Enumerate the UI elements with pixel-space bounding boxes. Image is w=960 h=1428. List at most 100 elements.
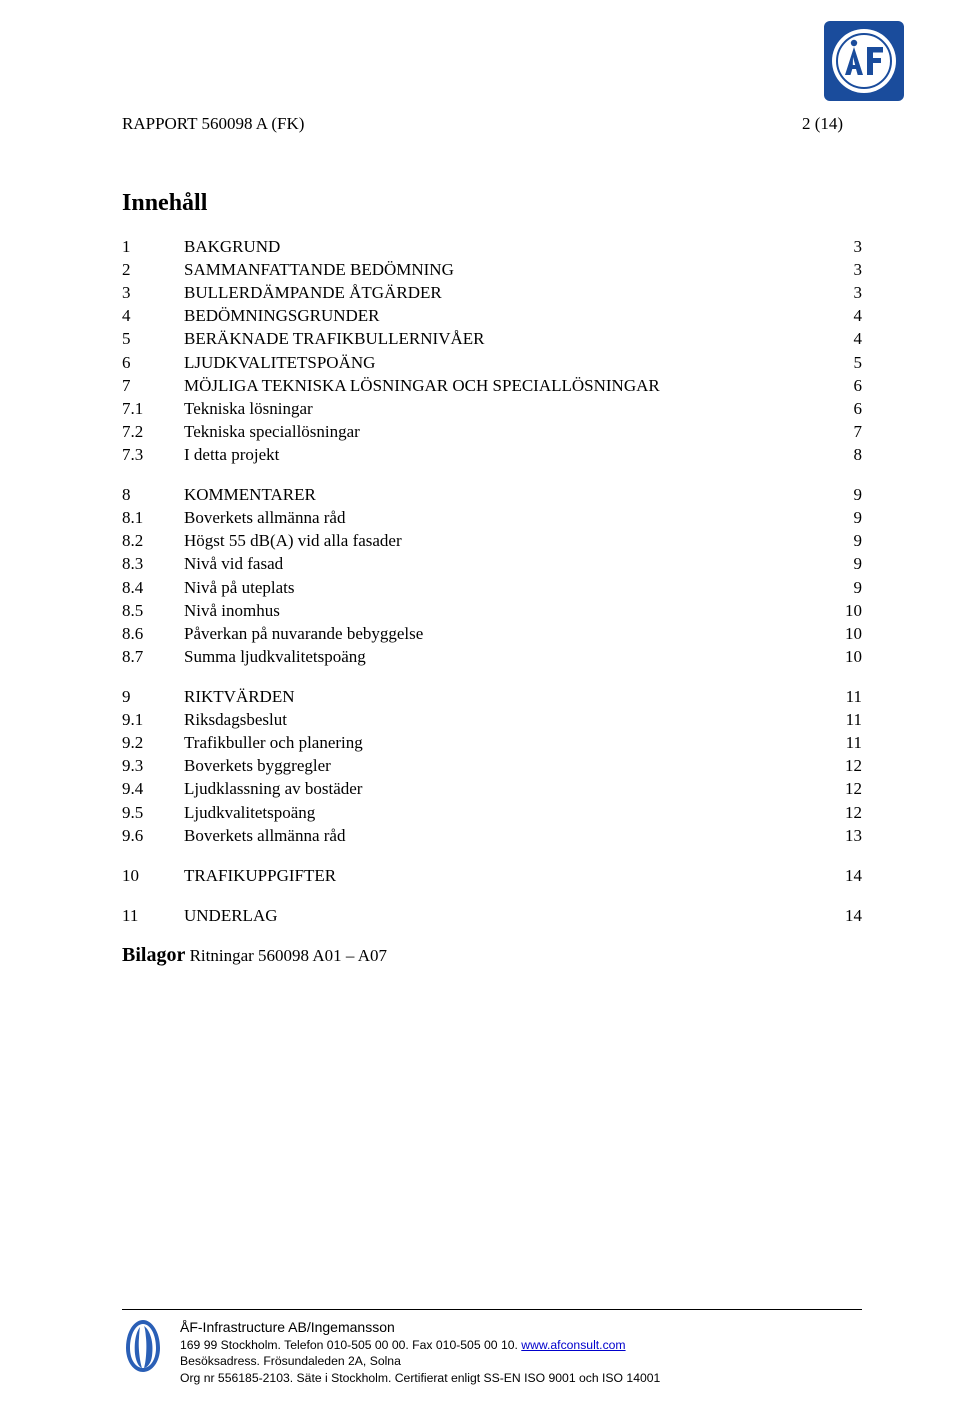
toc-label: Nivå på uteplats <box>184 576 822 599</box>
toc-number: 7 <box>122 374 184 397</box>
report-number: RAPPORT 560098 A (FK) <box>122 114 802 134</box>
toc-row: 9.6Boverkets allmänna råd13 <box>122 824 862 847</box>
toc-row: 9.1Riksdagsbeslut11 <box>122 708 862 731</box>
bilagor-line: Bilagor Ritningar 560098 A01 – A07 <box>122 944 862 967</box>
toc-row: 7.1Tekniska lösningar6 <box>122 397 862 420</box>
page-indicator: 2 (14) <box>802 114 862 134</box>
toc-page: 14 <box>822 904 862 927</box>
toc-number: 9.3 <box>122 754 184 777</box>
toc-row: 9.3Boverkets byggregler12 <box>122 754 862 777</box>
toc-number: 9.6 <box>122 824 184 847</box>
toc-block: 1BAKGRUND32SAMMANFATTANDE BEDÖMNING33BUL… <box>122 235 862 466</box>
toc-page: 12 <box>822 777 862 800</box>
toc-page: 7 <box>822 420 862 443</box>
footer-line-1: 169 99 Stockholm. Telefon 010-505 00 00.… <box>180 1337 660 1353</box>
toc-row: 9RIKTVÄRDEN11 <box>122 685 862 708</box>
toc-label: Trafikbuller och planering <box>184 731 822 754</box>
bilagor-text: Ritningar 560098 A01 – A07 <box>190 946 387 965</box>
toc-label: RIKTVÄRDEN <box>184 685 822 708</box>
toc-page: 10 <box>822 645 862 668</box>
toc-label: Tekniska speciallösningar <box>184 420 822 443</box>
toc-label: I detta projekt <box>184 443 822 466</box>
bilagor-label: Bilagor <box>122 944 185 966</box>
toc-row: 8.7Summa ljudkvalitetspoäng10 <box>122 645 862 668</box>
toc-label: Boverkets allmänna råd <box>184 824 822 847</box>
toc-page: 4 <box>822 304 862 327</box>
toc-label: Högst 55 dB(A) vid alla fasader <box>184 529 822 552</box>
toc-label: Nivå inomhus <box>184 599 822 622</box>
footer-divider <box>122 1309 862 1310</box>
toc-page: 6 <box>822 397 862 420</box>
report-header: RAPPORT 560098 A (FK) 2 (14) <box>122 114 862 134</box>
toc-row: 9.4Ljudklassning av bostäder12 <box>122 777 862 800</box>
toc-number: 8.6 <box>122 622 184 645</box>
toc-row: 8.3Nivå vid fasad9 <box>122 552 862 575</box>
toc-label: LJUDKVALITETSPOÄNG <box>184 351 822 374</box>
toc-label: Boverkets byggregler <box>184 754 822 777</box>
toc-page: 12 <box>822 801 862 824</box>
toc-label: Nivå vid fasad <box>184 552 822 575</box>
toc-page: 8 <box>822 443 862 466</box>
toc-label: Påverkan på nuvarande bebyggelse <box>184 622 822 645</box>
toc-page: 9 <box>822 529 862 552</box>
toc-page: 9 <box>822 576 862 599</box>
toc-label: Summa ljudkvalitetspoäng <box>184 645 822 668</box>
toc-row: 9.2Trafikbuller och planering11 <box>122 731 862 754</box>
toc-row: 1BAKGRUND3 <box>122 235 862 258</box>
toc-number: 7.1 <box>122 397 184 420</box>
toc-number: 4 <box>122 304 184 327</box>
toc-row: 8.5Nivå inomhus10 <box>122 599 862 622</box>
toc-page: 5 <box>822 351 862 374</box>
toc-page: 11 <box>822 708 862 731</box>
toc-label: BULLERDÄMPANDE ÅTGÄRDER <box>184 281 822 304</box>
toc-number: 1 <box>122 235 184 258</box>
toc-number: 8.1 <box>122 506 184 529</box>
footer-company: ÅF-Infrastructure AB/Ingemansson <box>180 1318 660 1337</box>
toc-label: UNDERLAG <box>184 904 822 927</box>
toc-label: TRAFIKUPPGIFTER <box>184 864 822 887</box>
toc-block: 8KOMMENTARER98.1Boverkets allmänna råd98… <box>122 483 862 668</box>
toc-number: 8.3 <box>122 552 184 575</box>
toc-label: KOMMENTARER <box>184 483 822 506</box>
toc-row: 7.3I detta projekt8 <box>122 443 862 466</box>
toc-block: 11UNDERLAG14 <box>122 904 862 927</box>
toc-label: Boverkets allmänna råd <box>184 506 822 529</box>
footer-line-2: Besöksadress. Frösundaleden 2A, Solna <box>180 1353 660 1369</box>
toc-page: 3 <box>822 235 862 258</box>
toc-page: 14 <box>822 864 862 887</box>
toc-page: 3 <box>822 281 862 304</box>
toc-label: BERÄKNADE TRAFIKBULLERNIVÅER <box>184 327 822 350</box>
footer-link[interactable]: www.afconsult.com <box>521 1338 625 1352</box>
toc-number: 9.5 <box>122 801 184 824</box>
toc-page: 3 <box>822 258 862 281</box>
toc-row: 8.2Högst 55 dB(A) vid alla fasader9 <box>122 529 862 552</box>
toc-number: 8.5 <box>122 599 184 622</box>
toc-label: MÖJLIGA TEKNISKA LÖSNINGAR OCH SPECIALLÖ… <box>184 374 822 397</box>
toc-row: 6LJUDKVALITETSPOÄNG5 <box>122 351 862 374</box>
toc-number: 3 <box>122 281 184 304</box>
toc-row: 11UNDERLAG14 <box>122 904 862 927</box>
toc-page: 12 <box>822 754 862 777</box>
toc-number: 8.7 <box>122 645 184 668</box>
toc-label: Riksdagsbeslut <box>184 708 822 731</box>
table-of-contents: 1BAKGRUND32SAMMANFATTANDE BEDÖMNING33BUL… <box>122 235 862 927</box>
toc-row: 3BULLERDÄMPANDE ÅTGÄRDER3 <box>122 281 862 304</box>
toc-row: 7.2Tekniska speciallösningar7 <box>122 420 862 443</box>
toc-label: SAMMANFATTANDE BEDÖMNING <box>184 258 822 281</box>
toc-label: BAKGRUND <box>184 235 822 258</box>
toc-page: 11 <box>822 731 862 754</box>
toc-number: 9 <box>122 685 184 708</box>
toc-row: 5BERÄKNADE TRAFIKBULLERNIVÅER4 <box>122 327 862 350</box>
toc-page: 6 <box>822 374 862 397</box>
toc-row: 9.5Ljudkvalitetspoäng12 <box>122 801 862 824</box>
shell-icon <box>122 1318 164 1379</box>
toc-page: 11 <box>822 685 862 708</box>
toc-label: Ljudkvalitetspoäng <box>184 801 822 824</box>
toc-title: Innehåll <box>122 190 862 217</box>
toc-block: 9RIKTVÄRDEN119.1Riksdagsbeslut119.2Trafi… <box>122 685 862 847</box>
toc-number: 9.1 <box>122 708 184 731</box>
af-logo <box>823 20 905 102</box>
toc-number: 10 <box>122 864 184 887</box>
toc-page: 9 <box>822 483 862 506</box>
toc-number: 8.2 <box>122 529 184 552</box>
